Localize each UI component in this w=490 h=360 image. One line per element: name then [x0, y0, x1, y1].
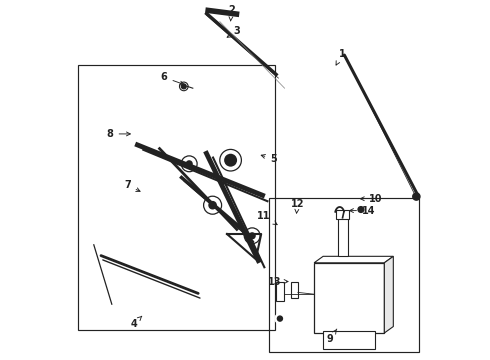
Circle shape — [235, 278, 241, 284]
Circle shape — [413, 193, 420, 200]
Text: 10: 10 — [360, 194, 383, 204]
Text: 12: 12 — [291, 199, 304, 213]
Circle shape — [359, 300, 377, 318]
Bar — [314, 263, 384, 333]
Circle shape — [248, 232, 256, 239]
Circle shape — [108, 254, 116, 262]
Circle shape — [224, 154, 237, 167]
Circle shape — [181, 84, 186, 89]
Bar — [338, 213, 347, 256]
Circle shape — [245, 299, 252, 306]
Bar — [323, 331, 375, 349]
Text: 13: 13 — [268, 276, 288, 287]
Text: 5: 5 — [261, 154, 277, 164]
Bar — [291, 282, 298, 298]
Text: 3: 3 — [227, 26, 240, 37]
Text: 7: 7 — [124, 180, 140, 192]
Text: 8: 8 — [107, 129, 130, 139]
Circle shape — [122, 273, 127, 279]
Bar — [276, 282, 284, 301]
Circle shape — [186, 160, 193, 167]
Text: 9: 9 — [326, 329, 337, 344]
Bar — [337, 210, 349, 219]
Circle shape — [141, 285, 147, 291]
Text: 4: 4 — [130, 316, 142, 329]
Circle shape — [275, 314, 285, 324]
Circle shape — [248, 169, 256, 176]
Circle shape — [355, 204, 367, 215]
Circle shape — [208, 201, 217, 210]
Bar — [269, 198, 419, 352]
Circle shape — [183, 285, 192, 293]
Text: 14: 14 — [349, 206, 375, 216]
Bar — [78, 65, 274, 330]
Circle shape — [277, 316, 282, 321]
Text: 2: 2 — [228, 5, 235, 21]
Text: 6: 6 — [161, 72, 184, 85]
Polygon shape — [384, 256, 393, 333]
Circle shape — [358, 207, 364, 212]
Circle shape — [137, 268, 145, 276]
Text: 11: 11 — [257, 211, 277, 225]
Circle shape — [253, 149, 262, 157]
Text: 1: 1 — [336, 49, 345, 65]
Polygon shape — [314, 256, 393, 263]
